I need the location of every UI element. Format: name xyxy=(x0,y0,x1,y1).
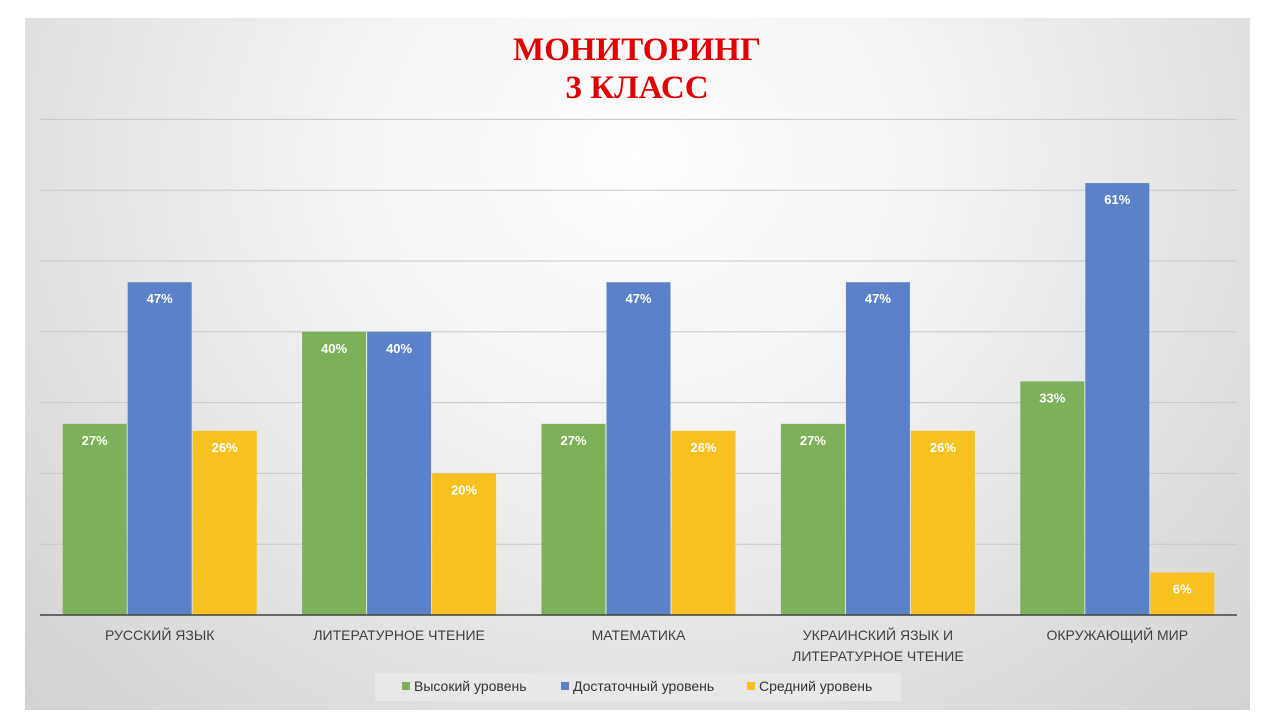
bar xyxy=(541,423,606,615)
legend-swatch xyxy=(402,682,410,690)
data-label: 27% xyxy=(800,433,826,448)
bar xyxy=(1150,572,1215,615)
legend-swatch xyxy=(561,682,569,690)
bar xyxy=(606,282,671,615)
chart-title: МОНИТОРИНГ 3 КЛАСС xyxy=(513,32,761,106)
data-labels: 27% 47% 26% 40% 40% 20% 27% 47% 26% 27% 47% 26% 33% 6… xyxy=(82,192,1192,596)
data-label: 20% xyxy=(451,482,477,497)
data-label: 47% xyxy=(625,291,651,306)
chart-title-line-2: 3 КЛАСС xyxy=(565,70,708,106)
bar xyxy=(1085,183,1150,615)
category-label: УКРАИНСКИЙ ЯЗЫК И xyxy=(803,626,953,643)
data-label: 40% xyxy=(386,341,412,356)
bars xyxy=(40,183,1237,616)
category-axis-labels: РУССКИЙ ЯЗЫК ЛИТЕРАТУРНОЕ ЧТЕНИЕ МАТЕМАТИК… xyxy=(105,626,1188,664)
category-label: ОКРУЖАЮЩИЙ МИР xyxy=(1047,626,1189,643)
data-label: 27% xyxy=(82,433,108,448)
bar xyxy=(671,430,736,615)
bar xyxy=(127,282,192,615)
data-label: 47% xyxy=(865,291,891,306)
data-label: 61% xyxy=(1104,192,1130,207)
chart-title-line-1: МОНИТОРИНГ xyxy=(513,32,761,68)
data-label: 33% xyxy=(1039,390,1065,405)
data-label: 26% xyxy=(690,440,716,455)
bar xyxy=(1020,381,1085,615)
data-label: 27% xyxy=(560,433,586,448)
data-label: 6% xyxy=(1173,582,1192,597)
bar xyxy=(62,423,127,615)
data-label: 40% xyxy=(321,341,347,356)
legend-swatch xyxy=(747,682,755,690)
legend-background xyxy=(375,673,901,701)
legend-entry: Средний уровень xyxy=(759,678,872,694)
bar xyxy=(367,331,432,615)
legend: Высокий уровень Достаточный уровень Средни… xyxy=(375,673,901,701)
data-label: 26% xyxy=(930,440,956,455)
bar xyxy=(845,282,910,615)
category-label: ЛИТЕРАТУРНОЕ ЧТЕНИЕ xyxy=(792,648,964,664)
data-label: 47% xyxy=(147,291,173,306)
bar xyxy=(302,331,367,615)
bar xyxy=(192,430,257,615)
category-label: МАТЕМАТИКА xyxy=(592,627,686,643)
bar xyxy=(780,423,845,615)
bar xyxy=(432,473,497,615)
data-label: 26% xyxy=(212,440,238,455)
legend-entry: Высокий уровень xyxy=(414,678,527,694)
bar-chart: МОНИТОРИНГ 3 КЛАСС 27%47%26%40% 40%20%27%… xyxy=(40,32,1237,701)
category-label: РУССКИЙ ЯЗЫК xyxy=(105,626,215,643)
legend-entry: Достаточный уровень xyxy=(573,678,714,694)
chart-area: МОНИТОРИНГ 3 КЛАСС 27% 47% 26% 40% 40% 20% 27%… xyxy=(25,18,1250,710)
bar xyxy=(910,430,975,615)
category-label: ЛИТЕРАТУРНОЕ ЧТЕНИЕ xyxy=(313,627,485,643)
